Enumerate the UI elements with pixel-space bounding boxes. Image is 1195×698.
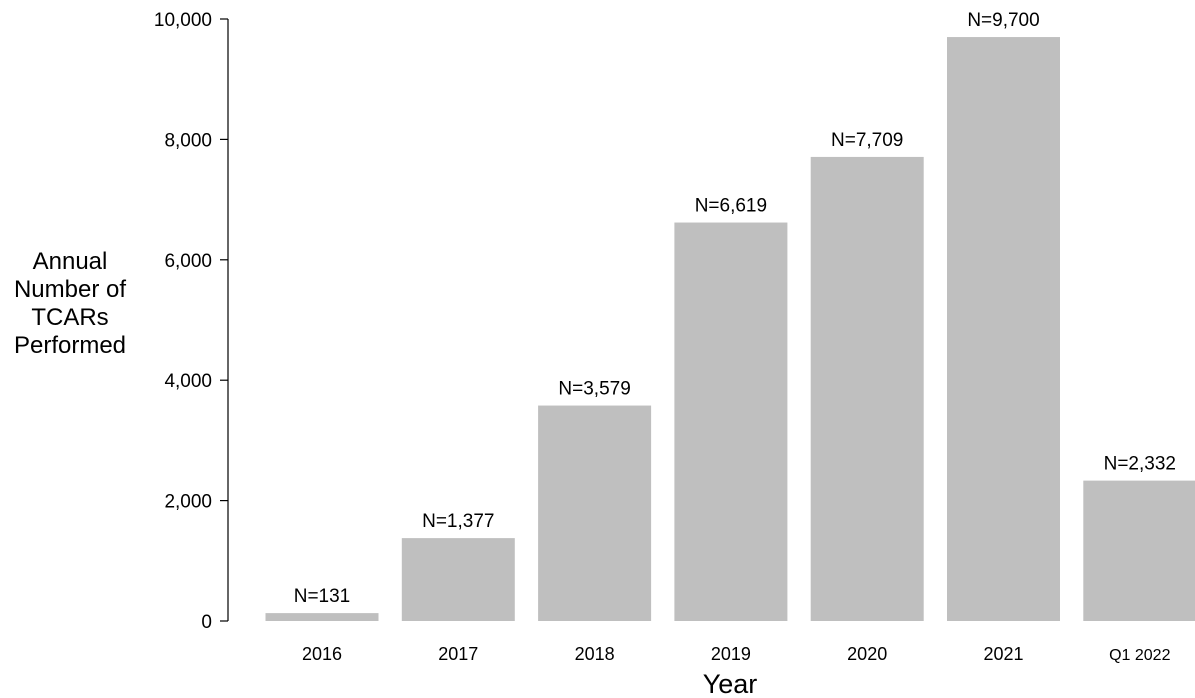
bar-2019: [674, 222, 788, 621]
x-tick-label: 2021: [983, 644, 1023, 664]
bar-2021: [947, 37, 1060, 622]
y-axis-label-line-4: Performed: [13, 332, 127, 359]
y-axis-label-line-1: Annual: [32, 248, 108, 275]
data-label: N=131: [294, 586, 351, 607]
y-tick-label: 0: [201, 612, 212, 633]
x-tick-label: 2016: [302, 644, 342, 664]
data-label: N=7,709: [831, 130, 903, 151]
x-axis-label: Year: [703, 669, 758, 698]
y-tick-label: 4,000: [164, 371, 212, 392]
bar-q1-2022: [1083, 480, 1195, 621]
y-axis-label-line-3: TCARs: [31, 304, 109, 331]
data-label: N=9,700: [967, 10, 1039, 31]
y-tick-label: 6,000: [164, 251, 212, 272]
data-labels: N=131 N=1,377 N=3,579 N=6,619 N=7,709 N=9,700…: [294, 10, 1176, 607]
x-tick-label: 2019: [711, 644, 751, 664]
x-tick-label: 2018: [575, 644, 615, 664]
y-axis: 0 2,000 4,000 6,000 8,000 10,000: [154, 10, 229, 633]
data-label: N=1,377: [422, 511, 494, 532]
y-tick-label: 8,000: [164, 130, 212, 151]
bar-2016: [265, 613, 379, 621]
bar-2018: [538, 405, 652, 621]
y-axis-label: Annual Number of TCARs Performed: [0, 248, 140, 360]
data-label: N=2,332: [1104, 454, 1176, 475]
x-tick-label: 2017: [438, 644, 478, 664]
y-tick-label: 2,000: [164, 492, 212, 513]
x-tick-label: 2020: [847, 644, 887, 664]
bar-2017: [401, 538, 515, 621]
data-label: N=6,619: [695, 196, 767, 217]
y-tick-label: 10,000: [154, 10, 212, 31]
data-label: N=3,579: [558, 379, 630, 400]
bar-2020: [810, 156, 924, 621]
y-axis-label-line-2: Number of: [13, 276, 127, 303]
bars: [265, 37, 1195, 622]
x-axis-ticks: 2016 2017 2018 2019 2020 2021 Q1 2022: [302, 644, 1171, 664]
x-tick-label: Q1 2022: [1109, 647, 1170, 664]
